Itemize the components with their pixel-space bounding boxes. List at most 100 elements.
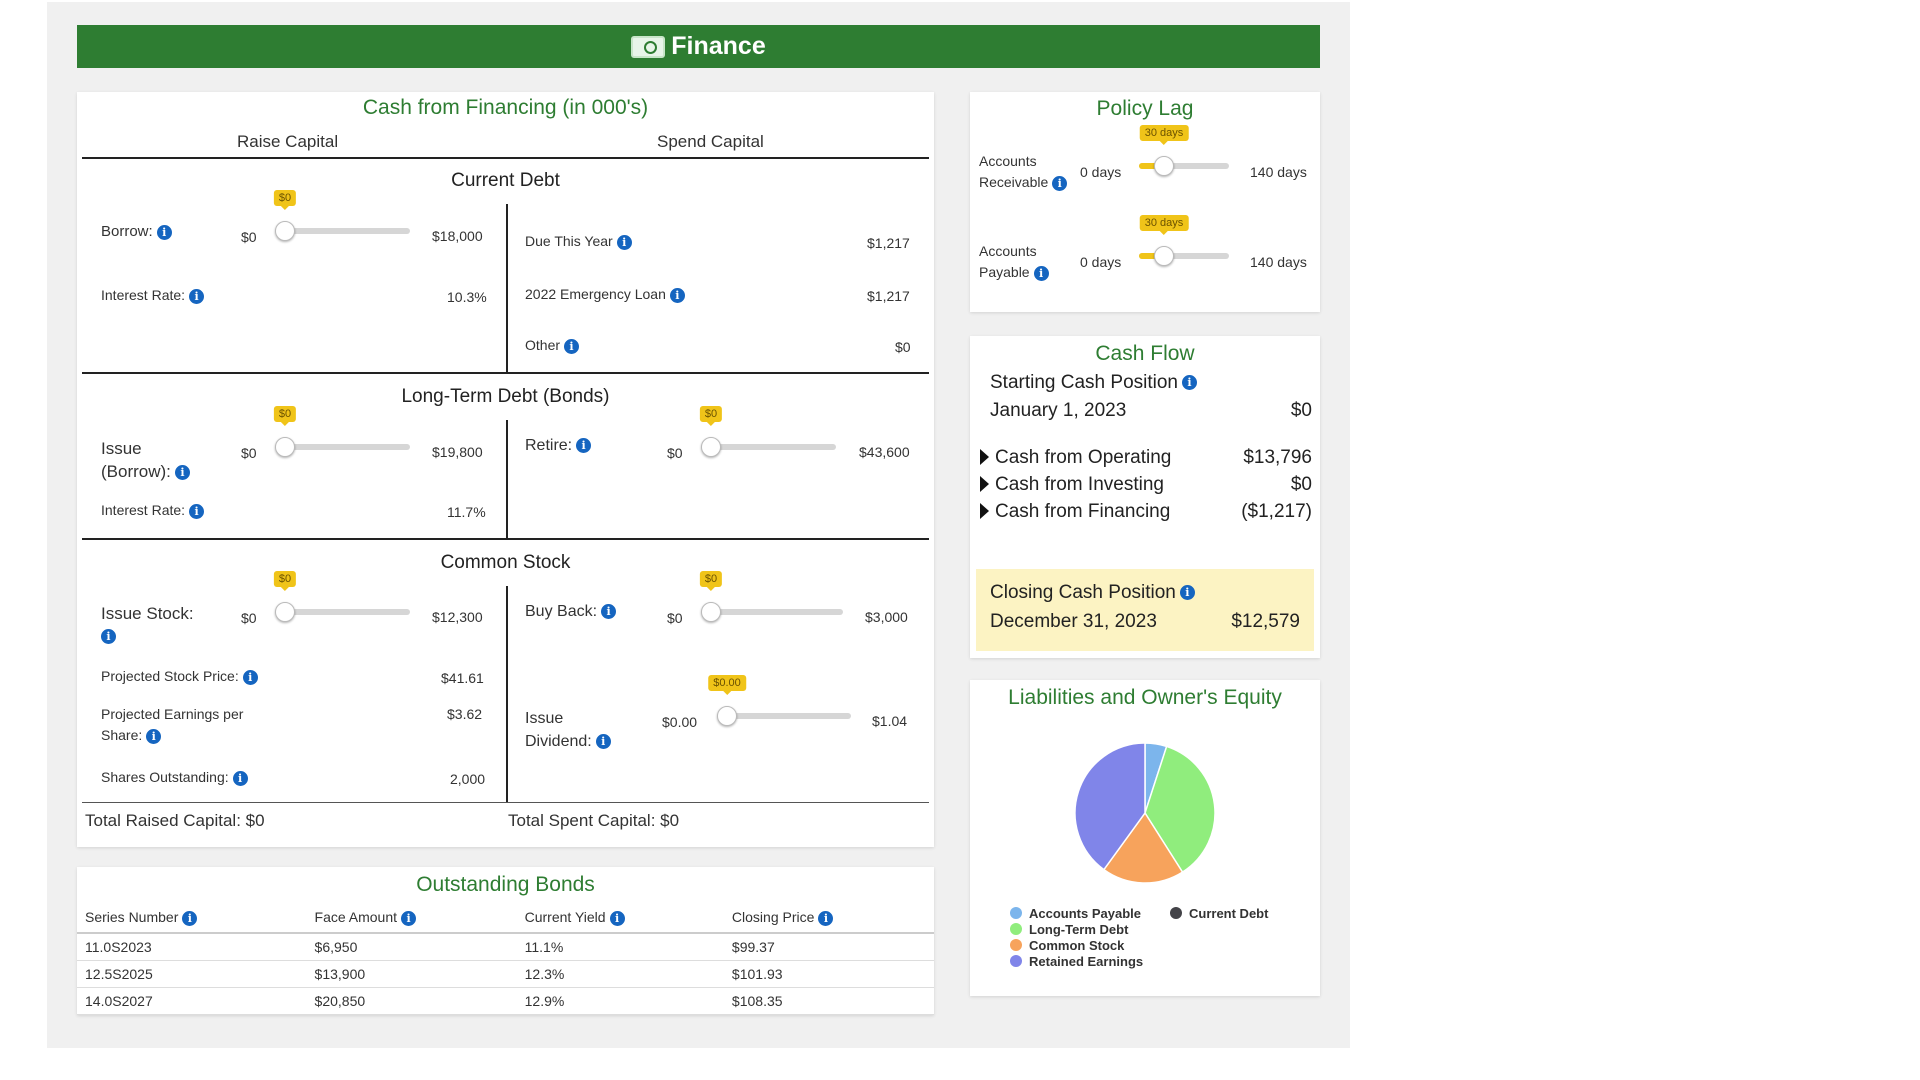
table-row: 12.5S2025 $13,900 12.3% $101.93 <box>77 960 934 988</box>
legend-item[interactable]: Long-Term Debt <box>1010 922 1128 937</box>
info-icon[interactable]: i <box>1179 585 1195 601</box>
divider <box>506 586 508 802</box>
info-icon[interactable]: i <box>576 438 592 454</box>
slider-value-tooltip: 30 days <box>1139 215 1189 235</box>
info-icon[interactable]: i <box>232 770 248 786</box>
triangle-right-icon <box>980 476 989 492</box>
slider-value-tooltip: $0 <box>699 571 723 591</box>
table-row: 11.0S2023 $6,950 11.1% $99.37 <box>77 932 934 961</box>
info-icon[interactable]: i <box>189 503 205 519</box>
column-header[interactable]: Face Amount i <box>306 903 517 934</box>
info-icon[interactable]: i <box>1182 375 1197 391</box>
outstanding-bonds-card: Outstanding Bonds Series Number i Face Am… <box>77 867 934 1015</box>
accounts-payable-slider[interactable]: 30 days <box>1139 215 1229 267</box>
legend-item[interactable]: Current Debt <box>1170 906 1268 921</box>
slider-thumb[interactable] <box>275 221 295 241</box>
issue-bonds-label-line1: Issue <box>101 439 142 458</box>
slider-thumb[interactable] <box>275 437 295 457</box>
info-icon[interactable]: i <box>401 910 417 926</box>
legend-label: Long-Term Debt <box>1029 922 1129 937</box>
info-icon[interactable]: i <box>818 910 834 926</box>
pie-slice-long-term-debt[interactable] <box>1144 745 1216 874</box>
borrow-min: $0 <box>241 229 257 245</box>
ar-max: 140 days <box>1250 164 1307 180</box>
slider-thumb[interactable] <box>701 437 721 457</box>
accounts-receivable-slider[interactable]: 30 days <box>1139 125 1229 177</box>
retire-slider[interactable]: $0 <box>699 406 836 458</box>
divider <box>506 204 508 372</box>
table-cell: $6,950 <box>306 932 517 961</box>
info-icon[interactable]: i <box>174 465 190 481</box>
divider <box>82 802 929 803</box>
table-row: 14.0S2027 $20,850 12.9% $108.35 <box>77 987 934 1015</box>
slider-thumb[interactable] <box>275 602 295 622</box>
buy-back-label: Buy Back: i <box>525 603 617 621</box>
info-icon[interactable]: i <box>609 910 625 926</box>
info-icon[interactable]: i <box>242 669 258 685</box>
issue-stock-label: Issue Stock: i <box>101 603 194 647</box>
info-icon[interactable]: i <box>1052 175 1068 191</box>
ap-max: 140 days <box>1250 254 1307 270</box>
dividend-slider[interactable]: $0.00 <box>708 675 851 727</box>
common-stock-heading: Common Stock <box>440 552 571 573</box>
slider-thumb[interactable] <box>701 602 721 622</box>
starting-cash-label: Starting Cash Position i <box>990 372 1197 394</box>
eps-label-line2: Share: <box>101 727 143 743</box>
info-icon[interactable]: i <box>564 338 580 354</box>
slider-thumb[interactable] <box>1153 246 1174 266</box>
info-icon[interactable]: i <box>189 288 205 304</box>
legend-item[interactable]: Accounts Payable <box>1010 906 1141 921</box>
closing-cash-label-text: Closing Cash Position <box>990 582 1176 603</box>
due-this-year-label: Due This Year i <box>525 233 632 250</box>
info-icon[interactable]: i <box>1033 265 1049 281</box>
legend-swatch <box>1170 907 1182 919</box>
accounts-receivable-line2: Receivable <box>979 174 1049 190</box>
finance-header: Finance <box>77 25 1320 68</box>
info-icon[interactable]: i <box>601 604 617 620</box>
issue-stock-slider[interactable]: $0 <box>273 571 410 623</box>
column-header[interactable]: Closing Price i <box>723 903 934 934</box>
policy-lag-card: Policy Lag Accounts Receivable i 0 days 3… <box>970 92 1320 312</box>
column-header-label: Closing Price <box>731 909 815 925</box>
issue-stock-label-text: Issue Stock: <box>101 604 194 623</box>
slider-thumb[interactable] <box>717 706 737 726</box>
ap-min: 0 days <box>1080 254 1122 270</box>
column-header[interactable]: Current Yield i <box>516 903 724 934</box>
cash-from-financing-label: Cash from Financing <box>995 501 1171 522</box>
starting-cash-date: January 1, 2023 <box>990 400 1127 421</box>
current-debt-heading: Current Debt <box>451 170 560 191</box>
table-header-row: Series Number i Face Amount i Current Yiel… <box>77 903 934 934</box>
legend-swatch <box>1010 923 1022 935</box>
slider-track <box>701 444 836 450</box>
column-header[interactable]: Series Number i <box>77 903 307 934</box>
buy-back-slider[interactable]: $0 <box>699 571 843 623</box>
cash-from-operating-label: Cash from Operating <box>995 447 1172 468</box>
issue-bonds-slider[interactable]: $0 <box>273 406 410 458</box>
info-icon[interactable]: i <box>101 629 116 645</box>
divider <box>506 420 508 538</box>
starting-cash-value: $0 <box>1290 400 1312 421</box>
cash-from-financing-toggle[interactable]: Cash from Financing <box>980 501 1170 523</box>
borrow-slider[interactable]: $0 <box>273 190 410 242</box>
legend-item[interactable]: Retained Earnings <box>1010 954 1143 969</box>
cash-from-investing-toggle[interactable]: Cash from Investing <box>980 474 1164 496</box>
pie-slice-retained-earnings[interactable] <box>1074 742 1146 871</box>
borrow-max: $18,000 <box>432 228 483 244</box>
info-icon[interactable]: i <box>156 224 172 240</box>
pie-slice-common-stock[interactable] <box>1102 811 1184 884</box>
stock-price-label: Projected Stock Price: i <box>101 668 258 685</box>
issue-bonds-label: Issue (Borrow): i <box>101 437 190 483</box>
table-cell: $108.35 <box>723 987 934 1015</box>
table-cell: $13,900 <box>306 960 517 988</box>
info-icon[interactable]: i <box>616 234 632 250</box>
info-icon[interactable]: i <box>595 734 611 750</box>
column-header-label: Face Amount <box>314 909 398 925</box>
cash-from-financing-card: Cash from Financing (in 000's) Raise Cap… <box>77 92 934 847</box>
info-icon[interactable]: i <box>182 910 198 926</box>
info-icon[interactable]: i <box>669 287 685 303</box>
cash-from-operating-toggle[interactable]: Cash from Operating <box>980 447 1171 469</box>
other-value: $0 <box>895 339 911 355</box>
info-icon[interactable]: i <box>146 728 162 744</box>
legend-item[interactable]: Common Stock <box>1010 938 1124 953</box>
slider-thumb[interactable] <box>1153 156 1174 176</box>
